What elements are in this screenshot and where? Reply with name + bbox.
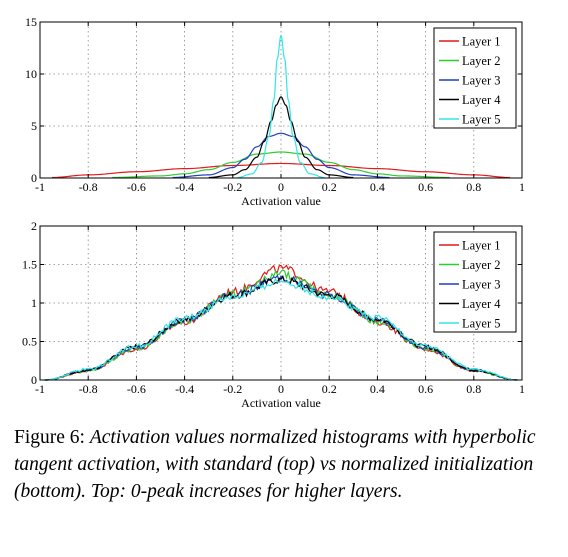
legend-label-layer-3: Layer 3	[462, 74, 501, 88]
series-line-layer-3	[172, 132, 390, 179]
x-tick-label: 0.6	[418, 180, 433, 194]
legend-label-layer-3: Layer 3	[462, 278, 501, 292]
y-tick-label: 15	[25, 15, 37, 29]
figure-caption: Figure 6: Activation values normalized h…	[14, 424, 554, 505]
y-tick-label: 0	[31, 171, 37, 185]
x-axis-label: Activation value	[241, 396, 321, 410]
x-axis-label: Activation value	[241, 194, 321, 208]
caption-body: Activation values normalized histograms …	[14, 427, 536, 502]
x-tick-label: -0.6	[127, 180, 146, 194]
legend-label-layer-4: Layer 4	[462, 297, 501, 311]
y-tick-label: 5	[31, 119, 37, 133]
x-tick-label: -0.4	[175, 180, 194, 194]
x-tick-label: -0.8	[79, 180, 98, 194]
x-tick-label: 0.4	[370, 180, 385, 194]
caption-lead: Figure 6:	[14, 427, 85, 448]
y-tick-label: 0.5	[22, 335, 37, 349]
chart-2: -1 -0.8 -0.6 -0.4 -0.2 0 0.2 0.4 0.6 0.8 1 0 0.5 1 1.5…	[22, 219, 525, 410]
legend-label-layer-5: Layer 5	[462, 113, 501, 127]
y-tick-label: 1.5	[22, 258, 37, 272]
legend-label-layer-4: Layer 4	[462, 93, 501, 107]
x-tick-label: 0	[278, 180, 284, 194]
legend-label-layer-1: Layer 1	[462, 35, 501, 49]
y-tick-label: 2	[31, 219, 37, 233]
x-tick-label: 1	[519, 180, 525, 194]
x-tick-label: -1	[35, 180, 45, 194]
series-line-layer-5	[44, 277, 518, 381]
x-tick-label: -0.4	[175, 382, 194, 396]
x-tick-label: -0.8	[79, 382, 98, 396]
legend: Layer 1 Layer 2 Layer 3 Layer 4 Layer 5	[433, 27, 517, 129]
legend-label-layer-2: Layer 2	[462, 258, 501, 272]
y-tick-label: 10	[25, 67, 37, 81]
x-tick-label: 0.2	[322, 382, 337, 396]
legend-label-layer-1: Layer 1	[462, 239, 501, 253]
y-tick-label: 1	[31, 296, 37, 310]
legend-label-layer-5: Layer 5	[462, 317, 501, 331]
series-line-layer-2	[112, 151, 450, 179]
x-tick-label: -0.6	[127, 382, 146, 396]
x-tick-label: 1	[519, 382, 525, 396]
legend-box	[433, 27, 517, 129]
legend: Layer 1 Layer 2 Layer 3 Layer 4 Layer 5	[433, 231, 517, 333]
x-tick-label: 0.4	[370, 382, 385, 396]
legend-label-layer-2: Layer 2	[462, 54, 501, 68]
chart-1: -1 -0.8 -0.6 -0.4 -0.2 0 0.2 0.4 0.6 0.8 1051015Ac…	[25, 15, 525, 208]
x-tick-label: -1	[35, 382, 45, 396]
figure-panel: -1 -0.8 -0.6 -0.4 -0.2 0 0.2 0.4 0.6 0.8 1051015Ac…	[22, 15, 525, 410]
x-tick-label: -0.2	[223, 180, 242, 194]
x-tick-label: 0	[278, 382, 284, 396]
legend-box	[433, 231, 517, 333]
series-line-layer-1	[52, 162, 510, 179]
x-tick-label: 0.8	[466, 180, 481, 194]
x-tick-label: 0.2	[322, 180, 337, 194]
series-line-layer-4	[44, 274, 518, 381]
y-tick-label: 0	[31, 373, 37, 387]
x-tick-label: 0.8	[466, 382, 481, 396]
series-line-layer-5	[237, 34, 325, 179]
x-tick-label: -0.2	[223, 382, 242, 396]
x-tick-label: 0.6	[418, 382, 433, 396]
